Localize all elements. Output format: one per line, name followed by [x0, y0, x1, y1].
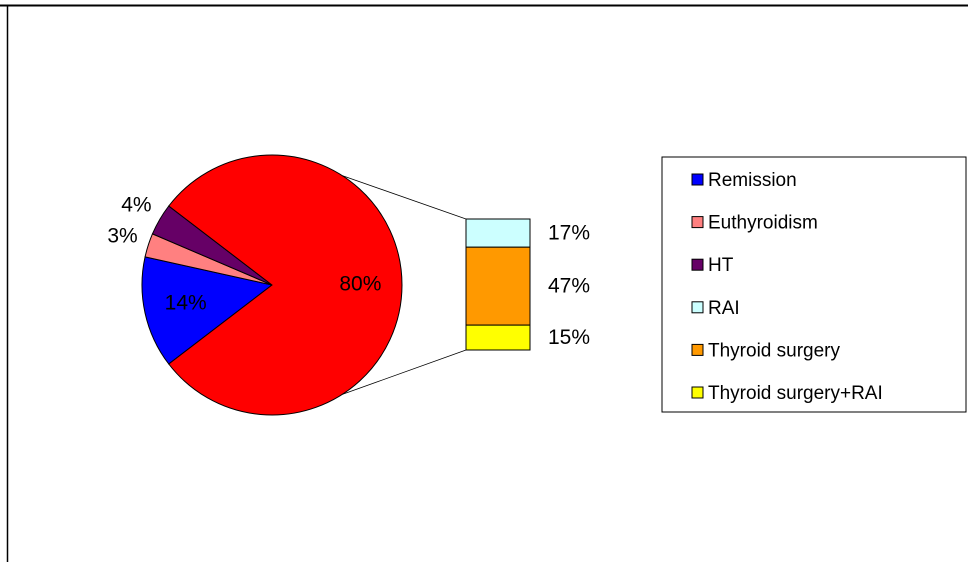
connector: [342, 349, 467, 395]
legend-swatch: [691, 173, 704, 186]
legend-box: [661, 156, 967, 413]
pie-slice: [141, 256, 274, 365]
breakout-label: 47%: [548, 275, 590, 298]
legend-label: HT: [708, 255, 734, 276]
legend-swatch: [691, 343, 704, 356]
legend-swatch: [691, 216, 704, 229]
breakout-segment: [465, 246, 531, 326]
slice-label: 3%: [107, 224, 137, 247]
legend-label: Euthyroidism: [708, 213, 818, 234]
legend-swatch: [691, 301, 704, 314]
slice-label: 80%: [339, 273, 381, 296]
legend-swatch: [691, 258, 704, 271]
breakout-segment: [465, 324, 531, 351]
legend-label: Thyroid surgery: [708, 340, 840, 361]
legend: Remission Euthyroidism HT RAI Thyroid surger…: [691, 170, 883, 404]
breakout-label: 15%: [548, 326, 590, 349]
legend-label: RAI: [708, 298, 740, 319]
connector: [342, 175, 467, 220]
breakout-segment: [465, 218, 531, 248]
legend-label: Remission: [708, 170, 797, 191]
slice-label: 4%: [121, 193, 151, 216]
pie-slice: [168, 154, 403, 416]
legend-label: Thyroid surgery+RAI: [708, 383, 883, 404]
legend-swatch: [691, 386, 704, 399]
breakout-label: 17%: [548, 222, 590, 245]
slice-label: 14%: [165, 292, 207, 315]
